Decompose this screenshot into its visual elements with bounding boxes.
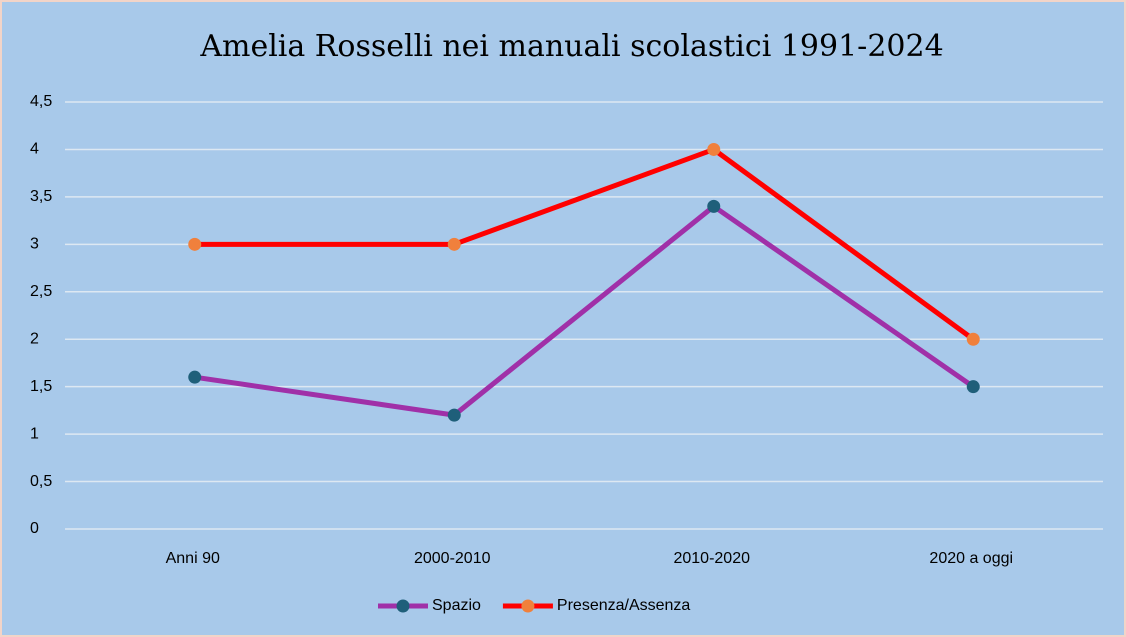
legend-label: Spazio bbox=[432, 597, 481, 614]
x-tick-label: Anni 90 bbox=[166, 550, 220, 567]
y-tick-label: 4,5 bbox=[30, 93, 52, 110]
legend-marker bbox=[521, 599, 535, 613]
y-tick-label: 0 bbox=[30, 520, 39, 537]
data-point bbox=[447, 408, 461, 422]
y-tick-label: 2 bbox=[30, 330, 39, 347]
y-tick-label: 4 bbox=[30, 141, 39, 158]
x-tick-label: 2000-2010 bbox=[414, 550, 491, 567]
legend-label: Presenza/Assenza bbox=[557, 597, 691, 614]
data-point bbox=[966, 380, 980, 394]
y-tick-label: 2,5 bbox=[30, 283, 52, 300]
chart-title: Amelia Rosselli nei manuali scolastici 1… bbox=[199, 29, 943, 64]
data-point bbox=[188, 370, 202, 384]
y-tick-label: 1,5 bbox=[30, 378, 52, 395]
data-point bbox=[447, 237, 461, 251]
y-tick-label: 0,5 bbox=[30, 473, 52, 490]
y-tick-label: 1 bbox=[30, 425, 39, 442]
data-point bbox=[966, 332, 980, 346]
data-point bbox=[188, 237, 202, 251]
data-point bbox=[707, 142, 721, 156]
data-point bbox=[707, 199, 721, 213]
y-tick-label: 3,5 bbox=[30, 188, 52, 205]
x-tick-label: 2020 a oggi bbox=[929, 550, 1013, 567]
series-line bbox=[194, 203, 975, 418]
y-tick-label: 3 bbox=[30, 236, 39, 253]
legend-marker bbox=[396, 599, 410, 613]
series-line bbox=[194, 146, 975, 342]
x-tick-label: 2010-2020 bbox=[673, 550, 750, 567]
